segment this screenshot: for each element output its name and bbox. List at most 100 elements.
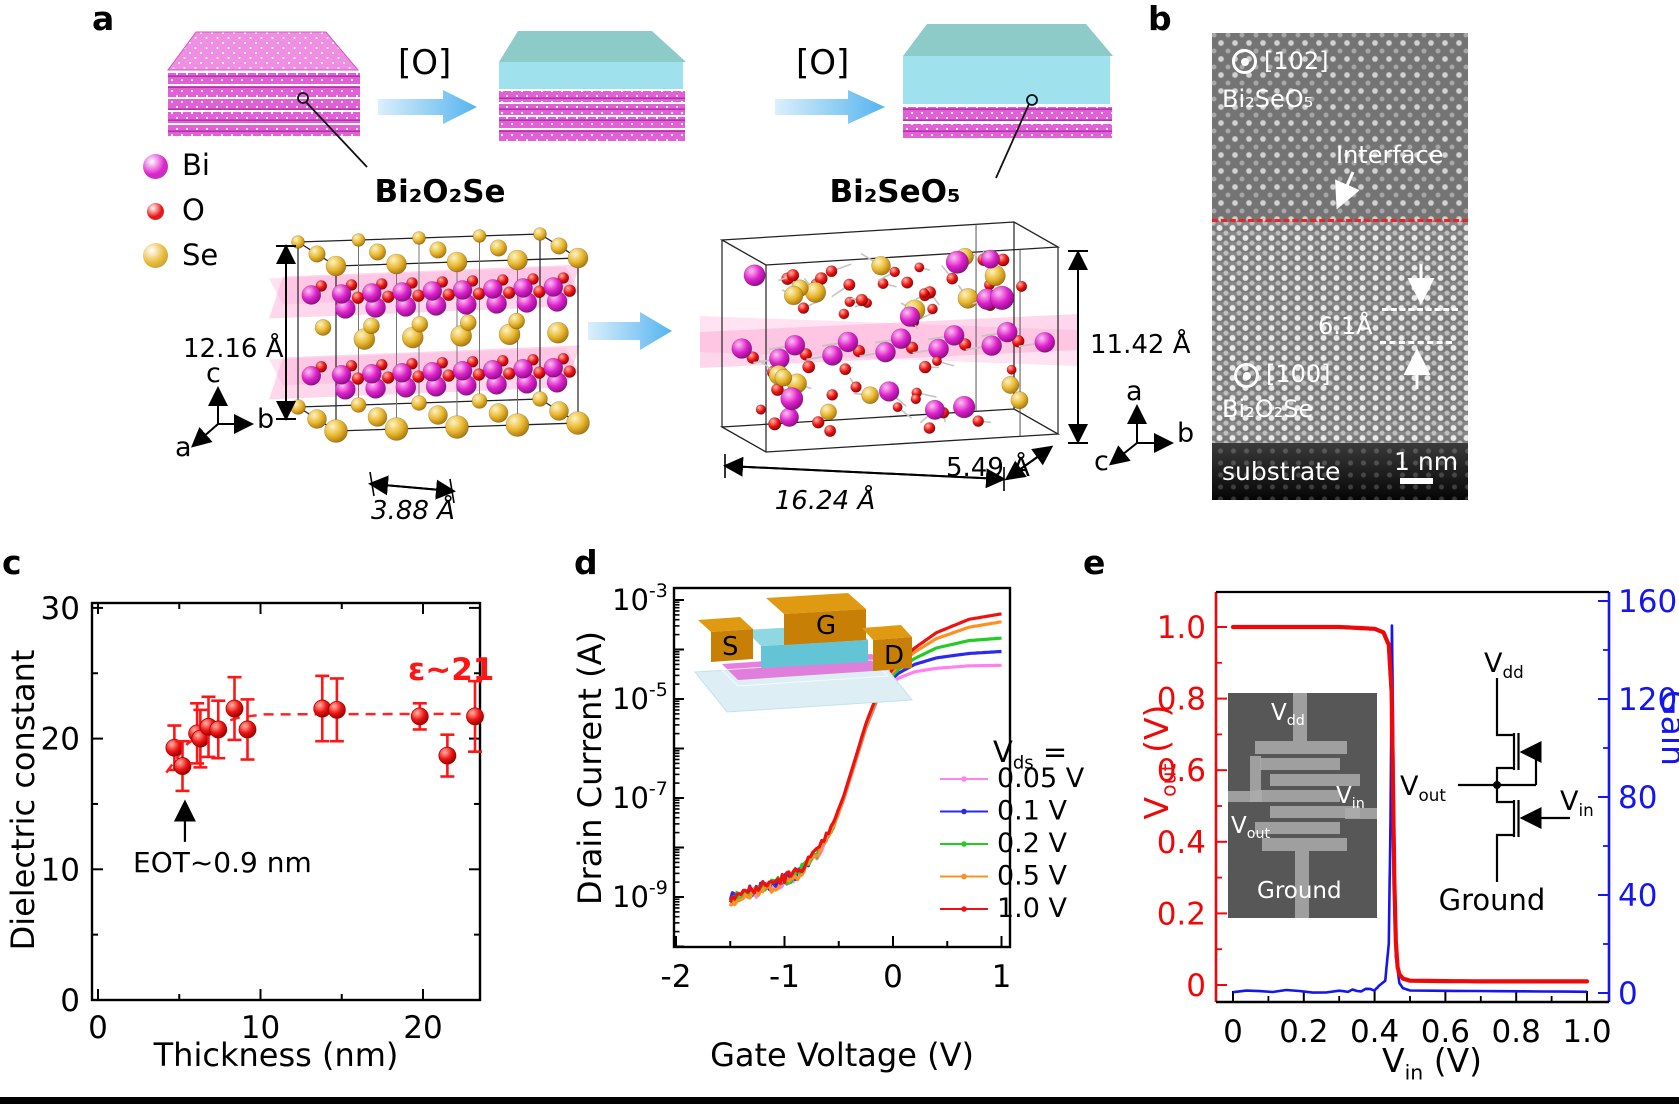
svg-text:1.0: 1.0 (1157, 610, 1206, 646)
scale-bar-label: 1 nm (1394, 447, 1459, 476)
svg-text:Vin: Vin (1336, 783, 1365, 812)
svg-text:0: 0 (60, 983, 80, 1019)
svg-text:20: 20 (41, 722, 80, 758)
axis-a-struct2: a (1126, 376, 1143, 407)
svg-text:160: 160 (1618, 584, 1677, 620)
dim-12-16: 12.16 Å (183, 334, 284, 364)
legend-swatch-bi (143, 154, 168, 179)
svg-text:Vout: Vout (1400, 771, 1446, 805)
transfer-curve-chart: -2 -1 0 1 10-3 10-5 10-7 10-9 Gate Voltage (V) Dr… (571, 580, 1085, 1074)
svg-text:0.1 V: 0.1 V (997, 796, 1068, 827)
spacing-dash-top (1382, 308, 1458, 311)
material-bottom-label: Bi₂O₂Se (1222, 395, 1314, 423)
svg-text:Ground: Ground (1257, 878, 1342, 904)
svg-text:Vds =: Vds = (993, 735, 1067, 773)
bi2o2se-title: Bi₂O₂Se (374, 174, 506, 210)
tem-annotation-arrows (1335, 171, 1435, 389)
svg-text:0.4: 0.4 (1350, 1014, 1399, 1050)
spacing-label: 6.1Å (1318, 312, 1373, 340)
svg-text:G: G (816, 611, 836, 641)
svg-text:10-9: 10-9 (612, 877, 668, 914)
dim-5-49: 5.49 Å (946, 453, 1030, 483)
axis-a-struct1: a (175, 432, 192, 463)
material-top-label: Bi₂SeO₅ (1222, 85, 1314, 113)
tem-substrate-dots (1212, 443, 1468, 500)
svg-text:Drain Current (A): Drain Current (A) (571, 631, 609, 905)
legend-swatch-se (143, 243, 168, 268)
svg-text:Gate Voltage (V): Gate Voltage (V) (710, 1036, 974, 1074)
figure-bottom-rule (0, 1097, 1679, 1104)
svg-text:0.4: 0.4 (1157, 825, 1206, 861)
oxidation-schematic-graphic (167, 24, 1174, 504)
svg-text:40: 40 (1618, 878, 1657, 914)
legend-label-bi: Bi (182, 148, 210, 182)
svg-text:Vdd: Vdd (1484, 648, 1524, 682)
svg-text:0.8: 0.8 (1157, 682, 1206, 718)
svg-text:S: S (722, 632, 739, 662)
tem-region-bi2o2se (1212, 222, 1468, 443)
svg-text:ε~21: ε~21 (408, 652, 494, 688)
svg-text:Dielectric constant: Dielectric constant (4, 650, 42, 951)
panel-letter-b: b (1148, 0, 1172, 38)
svg-text:-2: -2 (661, 959, 692, 995)
dim-3-88: 3.88 Å (371, 496, 455, 526)
interface-arrow (1335, 171, 1360, 210)
svg-text:Ground: Ground (1439, 883, 1546, 917)
zone-axis-icon-bottom (1234, 363, 1259, 388)
svg-text:1: 1 (992, 959, 1012, 995)
svg-text:Vin: Vin (1560, 786, 1594, 820)
spacing-dash-bottom (1380, 341, 1452, 344)
axis-b-struct2: b (1177, 418, 1195, 449)
legend-label-o: O (182, 193, 205, 227)
svg-text:0: 0 (1223, 1014, 1243, 1050)
legend-swatch-o (147, 203, 164, 220)
svg-text:Thickness (nm): Thickness (nm) (153, 1036, 399, 1074)
panel-letter-a: a (92, 0, 115, 38)
svg-text:0: 0 (883, 959, 903, 995)
dielectric-constant-chart: 0 10 20 0 10 20 30 Thickness (nm) Dielectric con… (4, 591, 494, 1074)
svg-text:0.5 V: 0.5 V (997, 861, 1068, 892)
svg-text:10-7: 10-7 (612, 778, 668, 815)
dim-11-42: 11.42 Å (1090, 330, 1191, 360)
svg-text:0.6: 0.6 (1157, 753, 1206, 789)
interface-dashed-line (1212, 219, 1468, 222)
svg-text:0: 0 (88, 1010, 108, 1046)
bi2seo5-title: Bi₂SeO₅ (829, 174, 961, 210)
inverter-chart: 0 0.2 0.4 0.6 0.8 1.000.20.40.60.81.004080120… (1137, 584, 1679, 1084)
panel-letter-c: c (2, 543, 22, 582)
svg-text:10: 10 (41, 852, 80, 888)
svg-text:Vout: Vout (1231, 813, 1270, 842)
svg-text:30: 30 (41, 591, 80, 627)
svg-text:0.05 V: 0.05 V (997, 763, 1085, 794)
svg-text:0: 0 (1186, 968, 1206, 1004)
tem-region-substrate (1212, 443, 1468, 500)
svg-text:0: 0 (1618, 976, 1638, 1012)
svg-text:0.2 V: 0.2 V (997, 828, 1068, 859)
legend-label-se: Se (182, 238, 219, 272)
svg-text:Vout (V): Vout (V) (1137, 705, 1180, 820)
svg-text:10-3: 10-3 (612, 580, 668, 617)
zone-axis-bottom-label: [100] (1266, 360, 1331, 388)
svg-text:EOT~0.9 nm: EOT~0.9 nm (133, 846, 312, 879)
svg-text:Vin (V): Vin (V) (1382, 1041, 1482, 1084)
svg-text:120: 120 (1618, 682, 1677, 718)
zone-axis-top-label: [102] (1264, 47, 1329, 75)
svg-text:20: 20 (403, 1010, 442, 1046)
svg-text:1.0: 1.0 (1562, 1014, 1611, 1050)
svg-text:80: 80 (1618, 780, 1657, 816)
scale-bar (1400, 478, 1433, 484)
svg-text:0.2: 0.2 (1157, 896, 1206, 932)
oxidation-step-label-1: [O] (398, 43, 452, 83)
svg-text:0.6: 0.6 (1421, 1014, 1470, 1050)
svg-text:1.0 V: 1.0 V (997, 893, 1068, 924)
substrate-label: substrate (1222, 457, 1341, 486)
svg-text:D: D (884, 641, 904, 671)
svg-text:Gain: Gain (1654, 690, 1679, 766)
interface-label: Interface (1336, 141, 1444, 169)
tem-image: [102] Bi₂SeO₅ Interface 6.1Å [100] Bi₂O₂… (1212, 33, 1468, 500)
dim-16-24: 16.24 Å (774, 486, 876, 516)
svg-text:Vdd: Vdd (1271, 700, 1305, 729)
svg-text:0.8: 0.8 (1492, 1014, 1541, 1050)
panel-letter-d: d (574, 543, 598, 582)
